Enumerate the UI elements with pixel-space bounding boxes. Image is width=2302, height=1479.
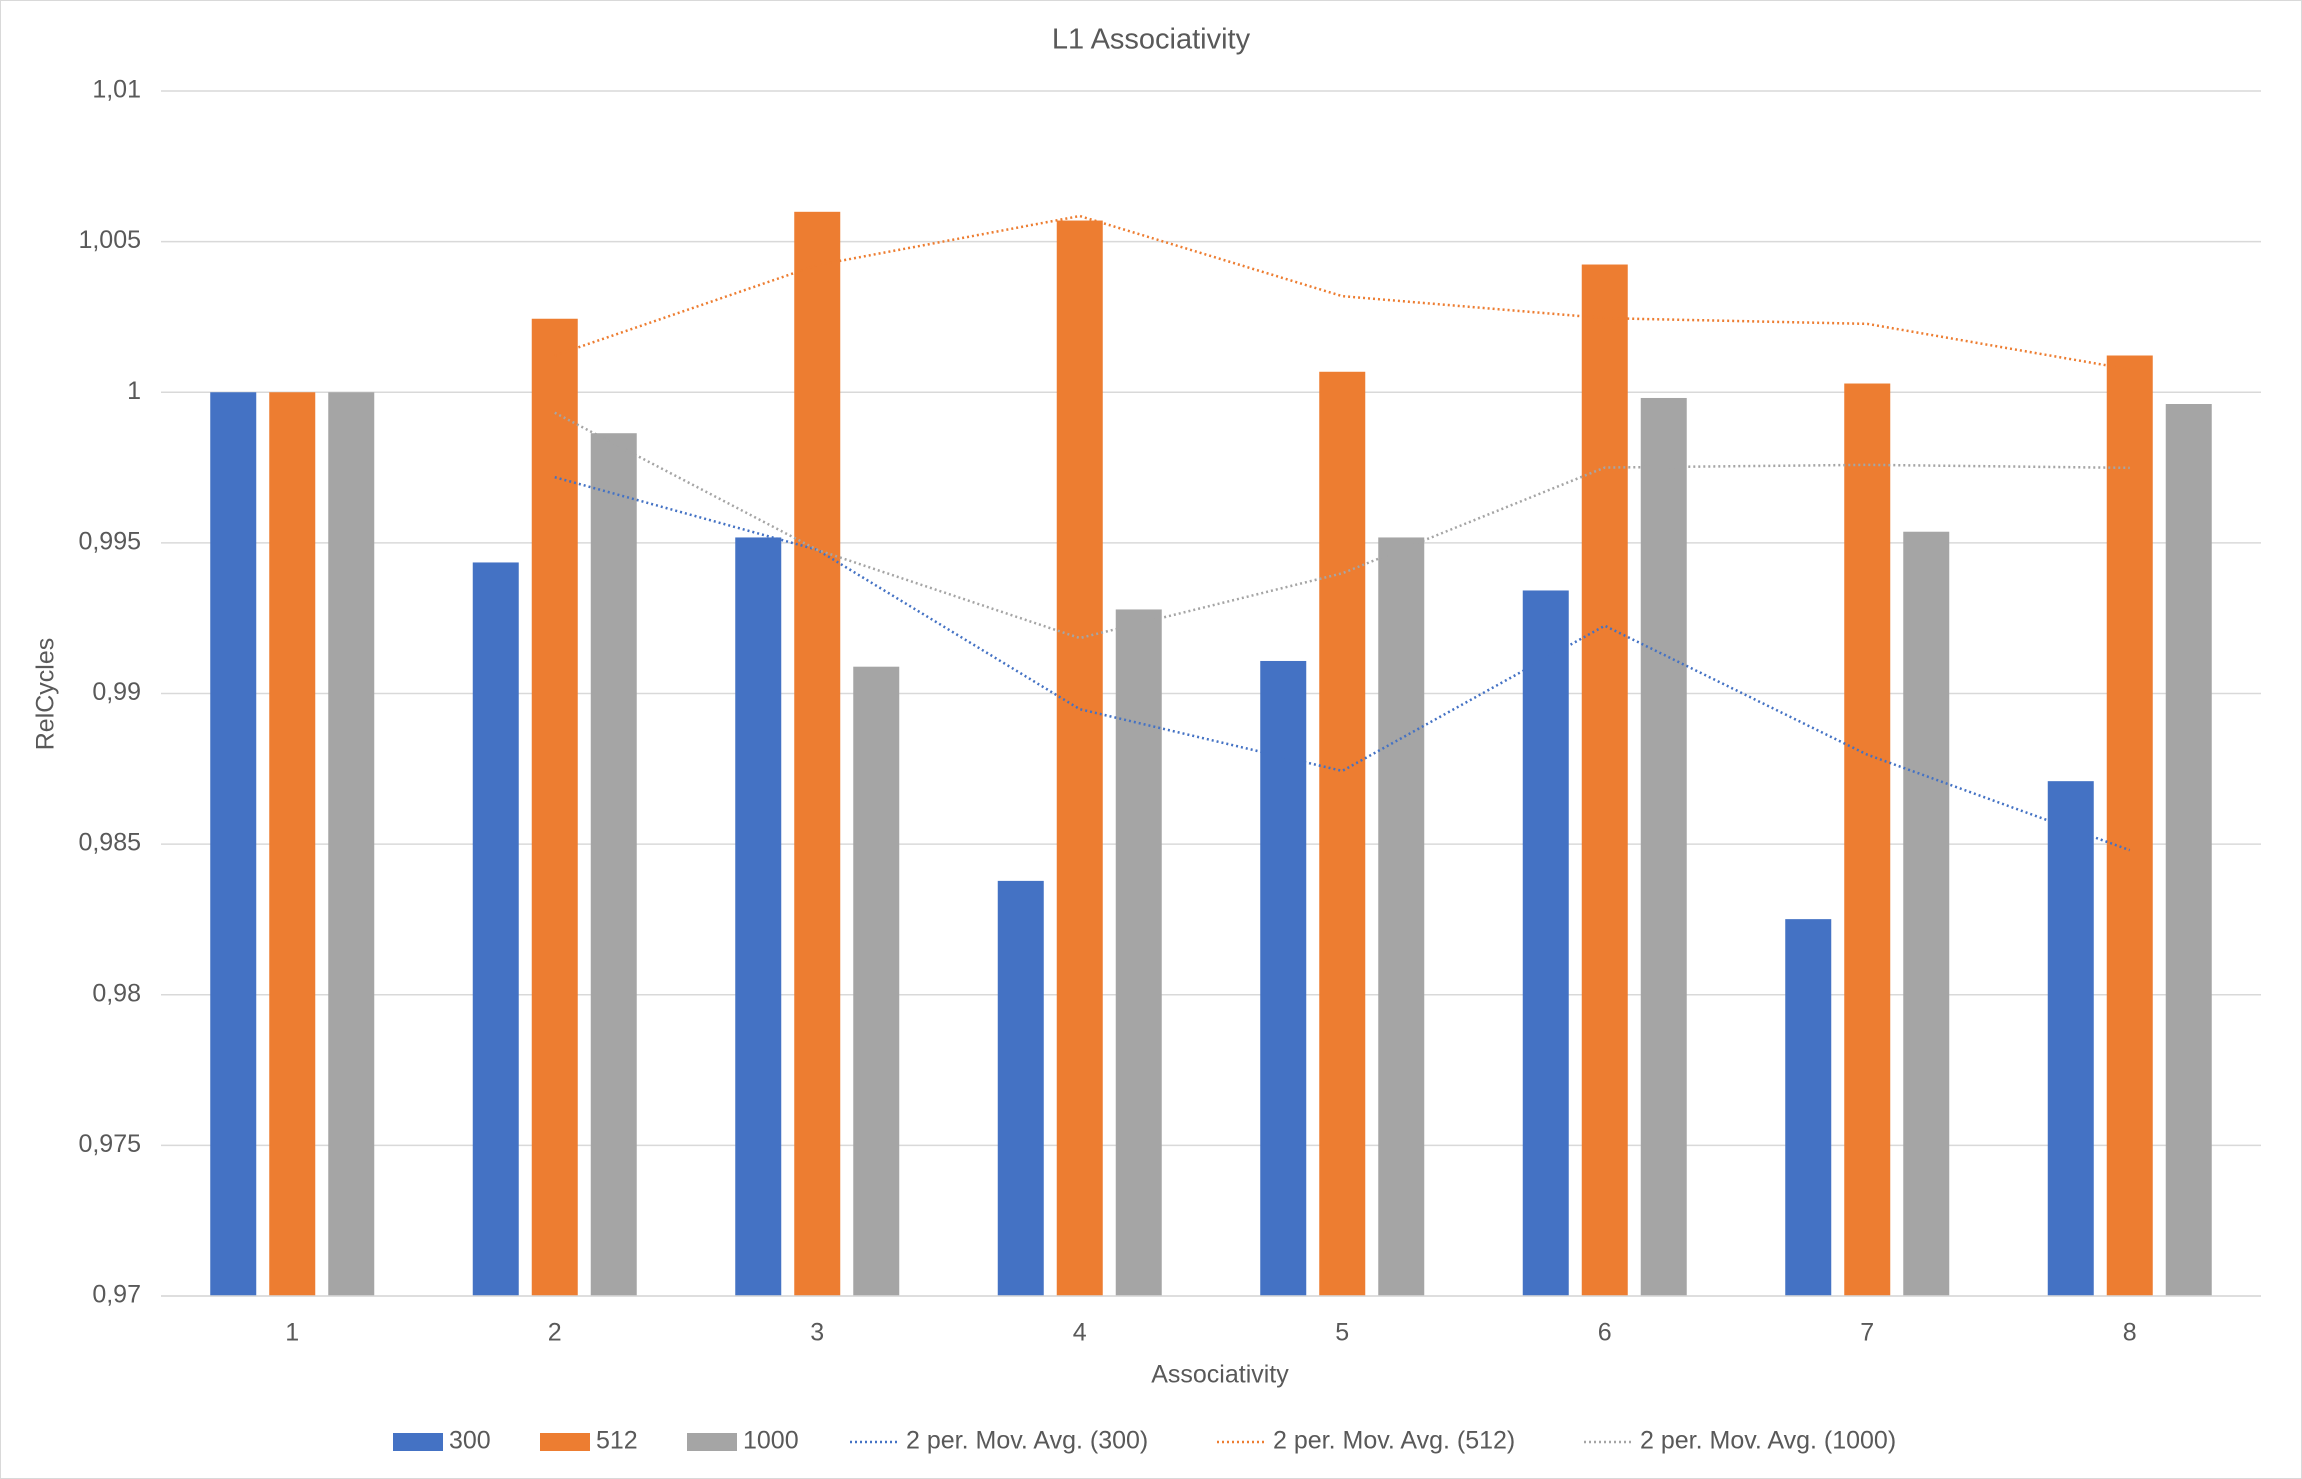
moving-average-line xyxy=(554,475,2131,852)
x-axis-title: Associativity xyxy=(1151,1361,1289,1389)
legend-swatch xyxy=(393,1433,443,1451)
bar xyxy=(2165,403,2212,1296)
legend-swatch xyxy=(687,1433,737,1451)
bar xyxy=(1785,919,1832,1296)
legend-label: 2 per. Mov. Avg. (1000) xyxy=(1640,1427,1896,1455)
moving-average-line xyxy=(554,411,2130,640)
y-tick-label: 0,975 xyxy=(78,1130,141,1158)
bar xyxy=(1844,383,1891,1296)
legend-label: 1000 xyxy=(743,1427,799,1455)
bar xyxy=(1581,264,1628,1296)
bar xyxy=(531,318,578,1296)
bar xyxy=(1319,371,1366,1296)
y-tick-label: 1,005 xyxy=(78,226,141,254)
bar xyxy=(1260,660,1307,1296)
bar xyxy=(1056,220,1103,1297)
y-tick-label: 0,985 xyxy=(78,829,141,857)
bar xyxy=(2047,781,2094,1296)
moving-average-line xyxy=(554,214,2130,371)
legend-label: 2 per. Mov. Avg. (300) xyxy=(906,1427,1148,1455)
legend-label: 2 per. Mov. Avg. (512) xyxy=(1273,1427,1515,1455)
legend-swatch xyxy=(540,1433,590,1451)
y-tick-label: 1,01 xyxy=(92,76,141,104)
bar xyxy=(794,211,841,1296)
legend-label: 300 xyxy=(449,1427,491,1455)
bar xyxy=(1378,537,1425,1296)
bar xyxy=(269,392,316,1296)
x-tick-label: 1 xyxy=(285,1319,299,1347)
x-tick-label: 8 xyxy=(2123,1319,2137,1347)
bar xyxy=(853,666,900,1296)
bar xyxy=(210,392,257,1296)
bar xyxy=(328,392,375,1296)
y-axis-title: RelCycles xyxy=(32,638,60,751)
x-tick-label: 3 xyxy=(810,1319,824,1347)
bar xyxy=(2106,355,2153,1296)
x-tick-label: 5 xyxy=(1335,1319,1349,1347)
bar xyxy=(472,562,519,1296)
x-tick-label: 2 xyxy=(548,1319,562,1347)
legend-label: 512 xyxy=(596,1427,638,1455)
x-tick-label: 4 xyxy=(1073,1319,1087,1347)
x-tick-label: 6 xyxy=(1598,1319,1612,1347)
bar xyxy=(735,537,782,1296)
bar xyxy=(590,433,637,1297)
bar xyxy=(1522,590,1569,1296)
bar xyxy=(1640,397,1687,1296)
y-tick-label: 0,97 xyxy=(92,1281,141,1309)
x-tick-label: 7 xyxy=(1860,1319,1874,1347)
y-tick-label: 0,98 xyxy=(92,979,141,1007)
y-tick-label: 1 xyxy=(127,377,141,405)
y-tick-label: 0,99 xyxy=(92,678,141,706)
chart-title: L1 Associativity xyxy=(1052,24,1251,56)
bar xyxy=(997,880,1044,1296)
bar xyxy=(1115,609,1162,1296)
y-tick-label: 0,995 xyxy=(78,527,141,555)
bar xyxy=(1903,531,1950,1296)
